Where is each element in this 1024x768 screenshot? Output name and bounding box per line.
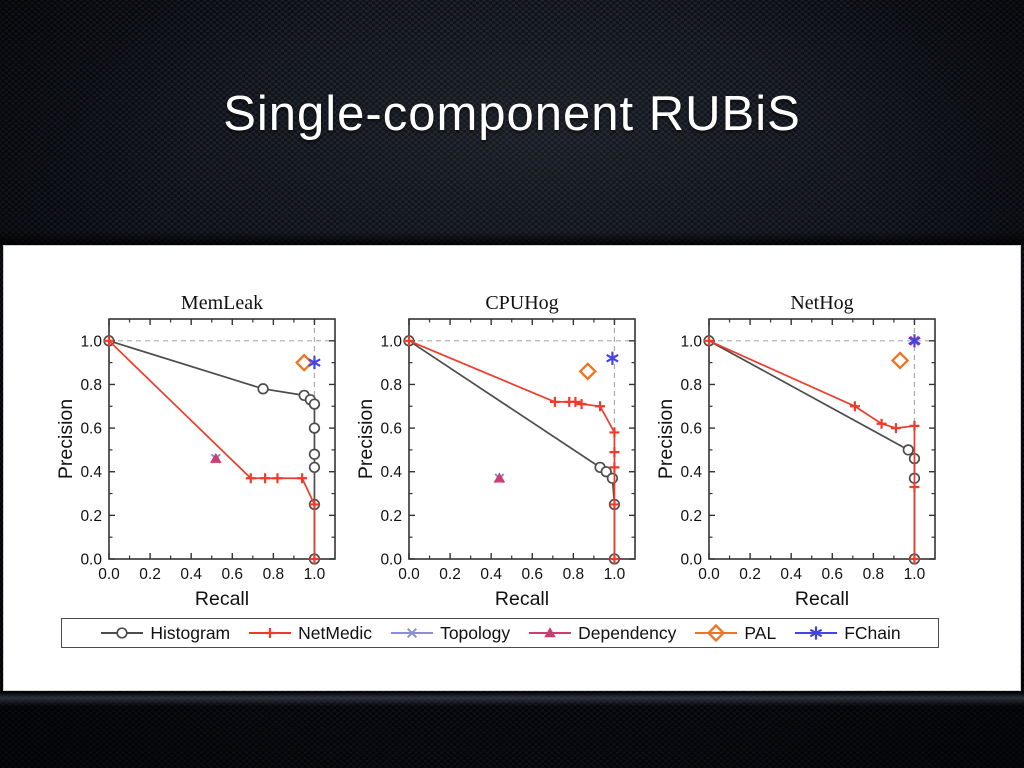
legend-label: FChain (844, 622, 901, 643)
chart-cpuhog-svg: 0.0 0.2 0.4 0.6 0.8 1.0 0.0 0.2 0.4 0.6 0.8 1.0 CPUH… (355, 292, 636, 610)
svg-text:Recall: Recall (495, 588, 549, 610)
circle-marker-icon (101, 627, 144, 639)
svg-text:0.6: 0.6 (521, 566, 543, 583)
svg-text:0.0: 0.0 (380, 552, 402, 569)
svg-text:1.0: 1.0 (80, 333, 102, 350)
svg-text:0.4: 0.4 (380, 464, 402, 481)
svg-text:0.2: 0.2 (139, 566, 161, 583)
svg-text:MemLeak: MemLeak (181, 292, 263, 314)
svg-text:0.8: 0.8 (380, 377, 402, 394)
svg-text:Precision: Precision (57, 399, 77, 479)
svg-text:Recall: Recall (795, 588, 849, 610)
svg-text:NetHog: NetHog (790, 292, 853, 314)
svg-text:0.4: 0.4 (180, 566, 202, 583)
legend-item-topology: Topology (389, 623, 510, 644)
legend-label: Topology (440, 622, 511, 643)
svg-text:0.8: 0.8 (863, 566, 885, 583)
chart-legend: Histogram NetMedic Topology Dependency PAL FC… (61, 618, 939, 648)
chart-nethog-svg: 0.0 0.2 0.4 0.6 0.8 1.0 0.0 0.2 0.4 0.6 0.8 1.0 NetH… (655, 292, 936, 610)
chart-nethog: 0.0 0.2 0.4 0.6 0.8 1.0 0.0 0.2 0.4 0.6 0.8 1.0 NetH… (655, 289, 957, 614)
svg-text:0.0: 0.0 (98, 566, 120, 583)
svg-text:0.8: 0.8 (563, 566, 585, 583)
svg-text:0.6: 0.6 (80, 421, 102, 438)
svg-text:1.0: 1.0 (904, 566, 926, 583)
legend-label: PAL (744, 622, 777, 643)
svg-text:0.4: 0.4 (480, 566, 502, 583)
legend-item-fchain: FChain (793, 622, 901, 644)
svg-text:0.8: 0.8 (680, 377, 702, 394)
svg-text:0.4: 0.4 (780, 566, 802, 583)
svg-text:Recall: Recall (195, 588, 249, 610)
svg-text:0.6: 0.6 (821, 566, 843, 583)
legend-item-netmedic: NetMedic (247, 623, 372, 644)
svg-text:0.0: 0.0 (80, 552, 102, 569)
svg-text:0.6: 0.6 (380, 421, 402, 438)
svg-text:0.2: 0.2 (80, 508, 102, 525)
legend-label: Histogram (150, 622, 231, 643)
triangle-marker-icon (529, 627, 572, 638)
chart-cpuhog: 0.0 0.2 0.4 0.6 0.8 1.0 0.0 0.2 0.4 0.6 0.8 1.0 CPUH… (355, 289, 657, 614)
svg-text:0.2: 0.2 (380, 508, 402, 525)
svg-text:0.4: 0.4 (80, 464, 102, 481)
svg-text:0.6: 0.6 (680, 421, 702, 438)
content-panel: 0.0 0.2 0.4 0.6 0.8 1.0 0.0 0.2 0.4 0.6 0.8 1.0 MemL… (3, 245, 1021, 691)
svg-text:0.8: 0.8 (80, 377, 102, 394)
charts-row: 0.0 0.2 0.4 0.6 0.8 1.0 0.0 0.2 0.4 0.6 0.8 1.0 MemL… (55, 289, 957, 614)
asterisk-marker-icon (795, 626, 838, 640)
svg-text:1.0: 1.0 (380, 333, 402, 350)
legend-item-dependency: Dependency (527, 623, 676, 644)
svg-text:0.0: 0.0 (680, 552, 702, 569)
legend-label: NetMedic (298, 622, 373, 643)
svg-text:1.0: 1.0 (680, 333, 702, 350)
legend-item-pal: PAL (693, 623, 776, 644)
svg-text:0.2: 0.2 (739, 566, 761, 583)
svg-text:0.8: 0.8 (263, 566, 285, 583)
svg-text:0.0: 0.0 (398, 566, 420, 583)
svg-text:0.6: 0.6 (221, 566, 243, 583)
legend-item-histogram: Histogram (99, 623, 230, 644)
svg-text:Precision: Precision (357, 399, 377, 479)
svg-text:0.2: 0.2 (439, 566, 461, 583)
svg-text:1.0: 1.0 (604, 566, 626, 583)
svg-text:0.2: 0.2 (680, 508, 702, 525)
svg-text:0.4: 0.4 (680, 464, 702, 481)
legend-label: Dependency (578, 622, 677, 643)
svg-text:0.0: 0.0 (698, 566, 720, 583)
chart-memleak-svg: 0.0 0.2 0.4 0.6 0.8 1.0 0.0 0.2 0.4 0.6 0.8 1.0 MemL… (55, 292, 336, 610)
x-marker-icon (391, 627, 434, 639)
diamond-marker-icon (695, 623, 738, 643)
bottom-glow-divider (0, 692, 1024, 706)
svg-text:Precision: Precision (657, 399, 677, 479)
chart-memleak: 0.0 0.2 0.4 0.6 0.8 1.0 0.0 0.2 0.4 0.6 0.8 1.0 MemL… (55, 289, 357, 614)
slide-title: Single-component RUBiS (223, 87, 801, 141)
svg-text:CPUHog: CPUHog (485, 292, 558, 314)
plus-marker-icon (249, 628, 292, 638)
top-shade-divider (0, 232, 1024, 245)
svg-text:1.0: 1.0 (304, 566, 326, 583)
